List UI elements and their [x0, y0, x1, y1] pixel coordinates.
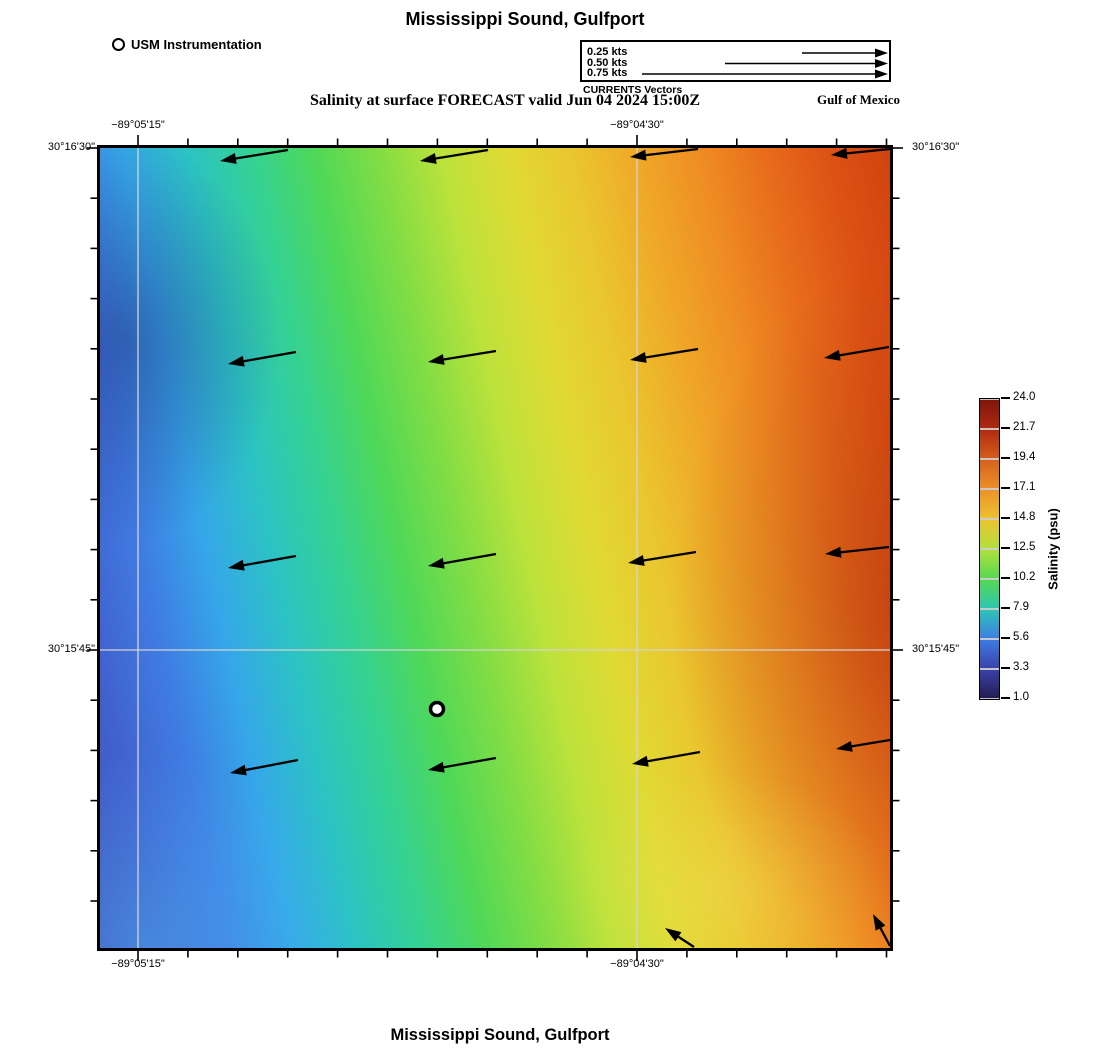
gulf-of-mexico-label: Gulf of Mexico — [816, 92, 900, 107]
lat-tick-label-right-north: 30°16'30" — [912, 141, 960, 153]
current-vector-arrow — [641, 750, 701, 764]
current-vector-arrow — [437, 756, 497, 770]
forecast-subtitle: Salinity at surface FORECAST valid Jun 0… — [310, 92, 700, 109]
vector-scale-arrow-head — [875, 48, 888, 58]
colorbar-tick — [1001, 697, 1010, 699]
colorbar-tick — [1001, 397, 1010, 399]
colorbar-tick — [1001, 667, 1010, 669]
page-title: Mississippi Sound, Gulfport — [405, 9, 645, 29]
current-vector-arrow — [845, 738, 891, 749]
current-vector-arrow — [437, 349, 497, 362]
current-vector-arrow — [639, 147, 699, 158]
current-vector-arrow-head — [428, 354, 445, 365]
current-vector-arrow-head — [628, 555, 645, 566]
colorbar-tick-label: 21.7 — [1013, 421, 1036, 433]
current-vector-arrow-head — [228, 355, 245, 367]
colorbar-gridline — [980, 697, 999, 699]
colorbar-tick — [1001, 637, 1010, 639]
colorbar-gridline — [980, 458, 999, 460]
colorbar-gridline — [980, 548, 999, 550]
colorbar-gridline — [980, 518, 999, 520]
current-vector-arrow-head — [630, 149, 647, 161]
current-vector-arrow-head — [220, 153, 237, 164]
current-vector-arrow-head — [831, 147, 848, 159]
lon-tick-label-bottom-west: −89°05'15" — [111, 958, 165, 970]
colorbar-gridline — [980, 578, 999, 580]
vector-scale-arrows — [642, 48, 888, 79]
lon-tick-label-top-west: −89°05'15" — [111, 119, 165, 131]
colorbar-tick — [1001, 427, 1010, 429]
colorbar-tick-label: 19.4 — [1013, 451, 1036, 463]
colorbar-tick — [1001, 517, 1010, 519]
colorbar-tick-label: 12.5 — [1013, 541, 1036, 553]
current-vector-arrow — [637, 550, 697, 563]
current-vector-arrow-head — [228, 559, 245, 571]
station-marker-icon — [112, 38, 125, 51]
current-vector-arrow — [429, 148, 489, 161]
colorbar-tick — [1001, 577, 1010, 579]
station-legend-label: USM Instrumentation — [131, 37, 262, 52]
salinity-heatmap — [87, 135, 903, 961]
current-vector-arrow-head — [824, 349, 841, 361]
current-vector-arrow-head — [230, 764, 247, 776]
colorbar — [979, 398, 1000, 700]
current-vector-arrow-head — [836, 740, 853, 752]
current-vector-arrow — [437, 552, 497, 566]
vector-legend-title: CURRENTS Vectors — [583, 84, 683, 96]
colorbar-gridline — [980, 638, 999, 640]
current-vector-arrow — [833, 345, 890, 358]
lon-tick-label-top-east: −89°04'30" — [610, 119, 664, 131]
current-vector-arrow — [239, 758, 299, 773]
vector-scale-label: 0.50 kts — [587, 56, 628, 69]
current-vector-arrow — [237, 554, 297, 568]
lat-tick-label-right-south: 30°15'45" — [912, 643, 960, 655]
colorbar-gridline — [980, 668, 999, 670]
colorbar-tick-label: 14.8 — [1013, 511, 1036, 523]
colorbar-gridline — [980, 399, 999, 401]
colorbar-tick-label: 3.3 — [1013, 661, 1029, 673]
current-vector-arrow-head — [825, 546, 842, 558]
colorbar-gridline — [980, 608, 999, 610]
vector-scale-label: 0.75 kts — [587, 67, 628, 79]
current-vector-arrow-head — [428, 557, 445, 569]
lon-tick-label-bottom-east: −89°04'30" — [610, 958, 664, 970]
colorbar-tick-label: 17.1 — [1013, 481, 1036, 493]
colorbar-tick-label: 10.2 — [1013, 571, 1036, 583]
current-vector-arrow — [834, 545, 890, 555]
current-vector-arrow-head — [420, 153, 437, 164]
usm-station-marker — [428, 700, 446, 718]
vector-scale-label: 0.25 kts — [587, 46, 628, 58]
colorbar-tick — [1001, 547, 1010, 549]
colorbar-tick-label: 1.0 — [1013, 691, 1029, 703]
map-overlay — [87, 135, 903, 961]
current-vector-arrow — [639, 347, 699, 360]
current-vector-arrow — [840, 147, 891, 156]
station-legend: USM Instrumentation — [112, 37, 262, 52]
vector-scale-arrow-head — [875, 59, 888, 68]
colorbar-tick-label: 7.9 — [1013, 601, 1029, 613]
current-vector-arrow-head — [428, 761, 445, 773]
lat-tick-label-left-south: 30°15'45" — [47, 643, 95, 655]
current-vector-arrow-head — [632, 755, 649, 767]
vector-scale-legend: 0.25 kts 0.50 kts 0.75 kts — [580, 40, 891, 82]
current-vector-arrow — [237, 350, 297, 364]
colorbar-tick — [1001, 457, 1010, 459]
vector-scale-arrow-head — [875, 69, 888, 79]
colorbar-tick — [1001, 487, 1010, 489]
colorbar-gridline — [980, 488, 999, 490]
colorbar-tick — [1001, 607, 1010, 609]
footer-title: Mississippi Sound, Gulfport — [390, 1026, 610, 1044]
current-vector-arrow-head — [630, 352, 647, 363]
colorbar-tick-label: 24.0 — [1013, 391, 1036, 403]
lat-tick-label-left-north: 30°16'30" — [47, 141, 95, 153]
current-vector-arrow-head — [665, 928, 682, 942]
current-vector-arrow-head — [873, 914, 886, 931]
colorbar-tick-label: 5.6 — [1013, 631, 1029, 643]
current-vector-arrow — [229, 148, 289, 161]
colorbar-gridline — [980, 428, 999, 430]
